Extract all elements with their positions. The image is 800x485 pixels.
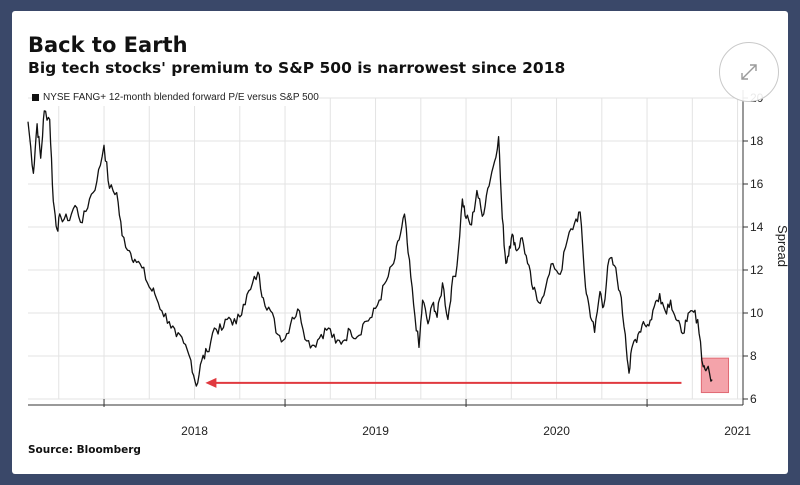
y-tick-label: 6 bbox=[750, 392, 757, 406]
series-layer bbox=[27, 110, 713, 387]
x-tick-label: 2021 bbox=[724, 424, 751, 438]
series-line bbox=[27, 110, 713, 387]
axes: 681012141618202018201920202021 bbox=[28, 90, 764, 438]
chart-title: Back to Earth bbox=[28, 33, 188, 57]
annotations bbox=[205, 357, 730, 394]
y-tick-label: 18 bbox=[750, 134, 764, 148]
x-tick-label: 2020 bbox=[543, 424, 570, 438]
y-tick-label: 8 bbox=[750, 349, 757, 363]
expand-button[interactable] bbox=[719, 42, 779, 102]
arrow-head bbox=[205, 377, 217, 388]
expand-arrows-icon bbox=[741, 64, 757, 80]
y-tick-label: 12 bbox=[750, 263, 764, 277]
y-axis-label: Spread bbox=[775, 225, 788, 267]
gridlines bbox=[28, 97, 743, 400]
x-tick-label: 2018 bbox=[181, 424, 208, 438]
source-note: Source: Bloomberg bbox=[28, 444, 141, 456]
highlight-box bbox=[700, 357, 730, 394]
legend-label: NYSE FANG+ 12-month blended forward P/E … bbox=[43, 91, 319, 103]
legend: NYSE FANG+ 12-month blended forward P/E … bbox=[32, 88, 319, 106]
legend-swatch bbox=[32, 93, 39, 101]
y-tick-label: 16 bbox=[750, 177, 764, 191]
x-tick-label: 2019 bbox=[362, 424, 389, 438]
y-tick-label: 14 bbox=[750, 220, 764, 234]
chart-svg: 681012141618202018201920202021 Spread bbox=[27, 90, 788, 438]
chart-card: 681012141618202018201920202021 Spread Ba… bbox=[12, 11, 788, 474]
chart-subtitle: Big tech stocks' premium to S&P 500 is n… bbox=[28, 59, 566, 77]
y-tick-label: 10 bbox=[750, 306, 764, 320]
